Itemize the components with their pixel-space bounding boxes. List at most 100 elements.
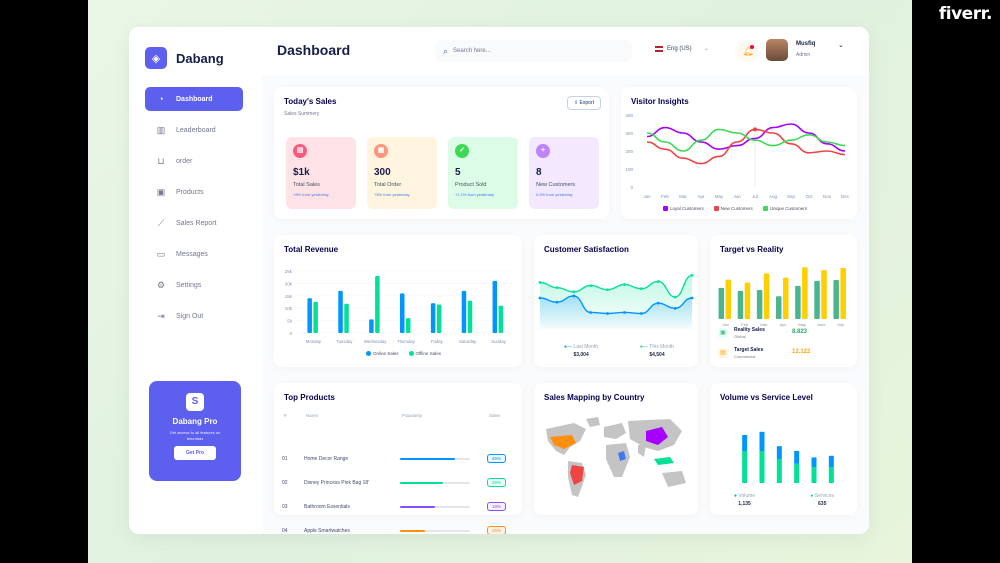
x-tick-label: Mar [679,194,687,199]
card-title: Sales Mapping by Country [544,393,645,402]
search-input[interactable]: ⌕ Search here... [435,40,632,62]
tag-icon: ✓ [455,144,469,158]
legend-swatch [663,206,668,211]
row-number: 03 [282,504,288,510]
topbar: Dashboard ⌕ Search here... Eng (US) ⌄ 🔔︎… [262,27,869,75]
sidebar-item-sales-report[interactable]: ⟋ Sales Report [145,211,243,235]
legend-value: $3,004 [573,352,589,358]
data-point [555,300,559,304]
sidebar-item-settings[interactable]: ⚙ Settings [145,273,243,297]
target-vs-reality-chart: Jan Feb Mar Apr May June July [718,267,846,327]
table-row[interactable]: 01 Home Decor Range 45% [282,454,507,476]
bar [461,290,467,333]
sidebar-item-products[interactable]: ▣ Products [145,180,243,204]
sidebar-item-messages[interactable]: ▭ Messages [145,242,243,266]
legend-item: Online Sales [366,351,399,356]
x-tick-label: Feb [661,194,669,199]
data-point [639,287,643,291]
get-pro-button[interactable]: Get Pro [173,446,217,461]
popularity-bar [400,482,470,484]
table-row[interactable]: 03 Bathroom Essentials 18% [282,502,507,524]
bar [313,302,318,333]
bar [742,451,748,483]
export-button[interactable]: ⇪ Export [566,96,601,110]
data-point [690,273,694,277]
user-role: Admin [796,52,811,58]
language-label: Eng (US) [667,45,692,52]
x-tick-label: Aug [769,194,778,199]
language-selector[interactable]: Eng (US) ⌄ [655,45,709,52]
map-australia [662,471,686,487]
legend-swatch [762,206,768,211]
row-sub: Commercial [734,354,756,359]
series-line [646,123,846,152]
bar [794,451,800,464]
user-add-icon: + [536,144,550,158]
legend-swatch: ●— [639,344,648,350]
x-tick-label: Jan [722,322,728,327]
ticket-icon: ▤ [718,348,728,358]
legend-label: Unique Customers [769,206,808,211]
bar [814,280,820,319]
x-tick-label: Jul [752,194,758,199]
bar [759,451,765,483]
row-sub: Global [734,334,746,339]
table-row[interactable]: 02 Disney Princess Pink Bag 18' 29% [282,478,507,500]
legend-item: Offline Sales [408,351,441,356]
volume-service-chart [742,431,834,483]
chevron-down-icon[interactable]: ⌄ [838,42,844,49]
stat-delta: +8% from yesterday [293,192,329,197]
sidebar-item-label: Sign Out [176,312,204,320]
sidebar-item-order[interactable]: ⊔ order [145,149,243,173]
bar [795,285,801,319]
legend-swatch [408,351,414,356]
target-row: ▣ Reality Sales Global 8.823 [718,327,848,343]
legend-label: Online Sales [373,351,399,356]
stat-label: Total Order [374,182,402,188]
sidebar-item-sign-out[interactable]: ⇥ Sign Out [145,304,243,328]
notification-bell[interactable]: 🔔︎ [738,41,758,61]
data-point [690,296,694,300]
bar [344,303,349,333]
bar [794,463,800,483]
bar [725,279,732,319]
product-name: Apple Smartwatches [304,528,350,534]
map-usa [550,435,576,449]
legend-item: New Customers [713,206,753,211]
sales-mapping-card: Sales Mapping by Country [534,383,698,515]
stat-total-order: ▦ 300 Total Order +5% from yesterday [367,137,437,209]
bar [436,304,442,333]
total-revenue-chart: 25k 20k 15k 10k 5k 0 Monday Tuesday Wednesday Thu… [285,269,514,344]
y-tick-label: 5k [287,319,293,324]
legend-swatch: ● [810,493,814,499]
data-point [572,290,576,294]
sidebar-item-dashboard[interactable]: ◔ Dashboard [145,87,243,111]
data-point [606,312,609,315]
target-vs-reality-card: Target vs Reality Jan Feb Mar Apr May June Jul… [710,235,857,367]
popularity-bar [400,506,470,508]
chart-legend: Online Sales Offline Sales [366,351,441,356]
x-tick-label: Dec [841,194,850,199]
cart-icon: ⊔ [157,155,165,166]
brand[interactable]: ◈ Dabang [145,47,224,69]
stat-value: 300 [374,167,391,178]
bar [430,303,436,333]
data-point [606,288,609,292]
legend-item: ● Services 635 [810,493,834,507]
legend-value: 635 [818,501,827,507]
bar [828,467,834,483]
stat-product-sold: ✓ 5 Product Sold +1.2% from yesterday [448,137,518,209]
map-europe [604,423,626,439]
legend-item: ●— Last Month $3,004 [564,344,598,358]
table-row[interactable]: 04 Apple Smartwatches 25% [282,526,507,534]
avatar[interactable] [766,39,788,61]
product-name: Bathroom Essentials [304,504,350,510]
sales-badge: 45% [487,454,507,463]
sidebar-item-label: Messages [176,250,208,258]
column-header: Popularity [402,413,423,418]
popularity-bar [400,458,470,460]
logo-icon: ◈ [145,47,167,69]
chart-legend: Loyal Customers New Customers Unique Cus… [663,206,807,211]
search-icon: ⌕ [443,45,449,56]
sidebar-item-leaderboard[interactable]: ▥ Leaderboard [145,118,243,142]
